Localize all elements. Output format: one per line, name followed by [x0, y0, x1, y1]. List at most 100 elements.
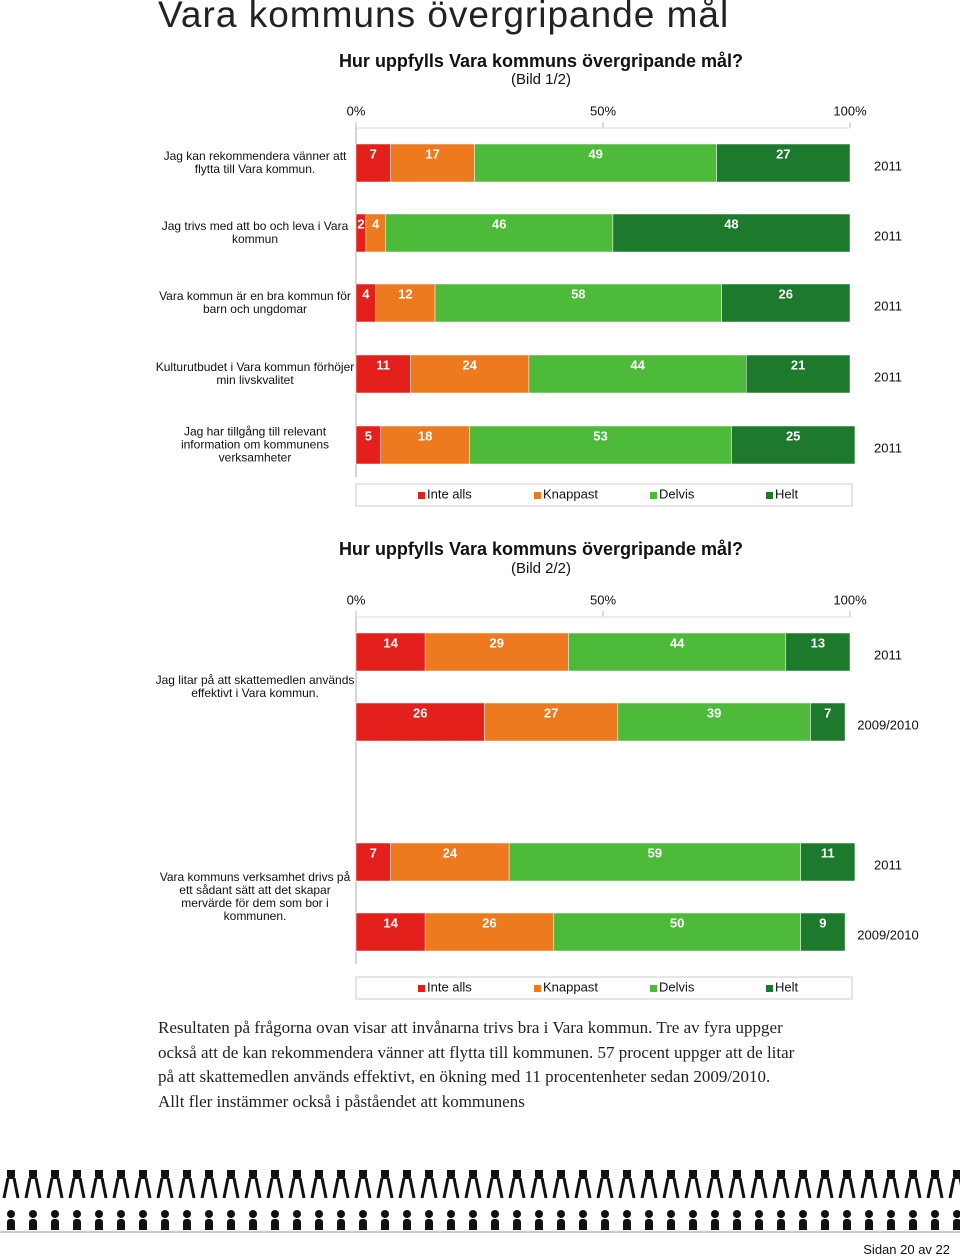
period-label: 2009/2010 [857, 927, 918, 942]
bar-segment [716, 143, 851, 183]
bar-segment [355, 425, 381, 465]
legend-label: Helt [775, 979, 799, 994]
bar-segment [355, 912, 426, 952]
data-label: 21 [791, 357, 805, 372]
period-label: 2011 [874, 857, 902, 872]
data-label: 58 [571, 286, 585, 301]
legend-swatch [650, 492, 657, 499]
period-label: 2011 [874, 158, 902, 173]
x-tick-label: 100% [833, 592, 867, 607]
page-number: Sidan 20 av 22 [863, 1242, 950, 1257]
data-label: 44 [630, 357, 645, 372]
page-title: Vara kommuns övergripande mål [158, 0, 730, 35]
chart-title: Hur uppfylls Vara kommuns övergripande m… [339, 51, 743, 71]
data-label: 39 [707, 705, 721, 720]
data-label: 4 [362, 286, 370, 301]
data-label: 24 [462, 357, 477, 372]
bar-segment [746, 354, 851, 394]
bar-segment [800, 842, 856, 882]
data-label: 7 [370, 146, 377, 161]
x-tick-label: 0% [347, 103, 366, 118]
bar-segment [617, 702, 811, 742]
legend-box [355, 976, 853, 1000]
bar-segment [410, 354, 530, 394]
legend-swatch [534, 492, 541, 499]
legend-swatch [766, 985, 773, 992]
bar-segment [424, 912, 554, 952]
legend-swatch [534, 985, 541, 992]
question-label: Jag kan rekommendera vänner att flytta t… [163, 149, 347, 176]
crowd-illustration [0, 1170, 960, 1230]
question-label: Vara kommun är en bra kommun för barn oc… [159, 289, 351, 316]
bar-segment [375, 283, 436, 323]
period-label: 2011 [874, 647, 902, 662]
bar-segment [568, 632, 787, 672]
bar-segment [424, 632, 569, 672]
data-label: 9 [819, 915, 826, 930]
data-label: 29 [490, 635, 504, 650]
question-label: Kulturutbudet i Vara kommun förhöjer min… [155, 360, 355, 387]
question-label: Jag trivs med att bo och leva i Vara kom… [161, 219, 349, 246]
x-tick-label: 0% [347, 592, 366, 607]
question-label: Jag har tillgång till relevant informati… [180, 424, 330, 465]
bar-segment [810, 702, 846, 742]
bar-segment [469, 425, 732, 465]
data-label: 48 [724, 216, 738, 231]
bar-segment [355, 842, 391, 882]
data-label: 24 [443, 845, 458, 860]
data-label: 4 [372, 216, 380, 231]
data-label: 59 [648, 845, 662, 860]
data-label: 46 [492, 216, 506, 231]
legend-label: Knappast [543, 486, 598, 501]
period-label: 2009/2010 [857, 717, 918, 732]
bar-segment [731, 425, 856, 465]
bar-segment [355, 354, 411, 394]
bar-segment [390, 842, 510, 882]
bar-segment [474, 143, 717, 183]
legend-swatch [418, 492, 425, 499]
bar-segment [385, 213, 614, 253]
period-label: 2011 [874, 369, 902, 384]
period-label: 2011 [874, 440, 902, 455]
chart-subtitle: (Bild 2/2) [511, 560, 571, 577]
data-label: 49 [588, 146, 602, 161]
data-label: 11 [376, 357, 390, 372]
legend-label: Inte alls [427, 486, 472, 501]
chart-title: Hur uppfylls Vara kommuns övergripande m… [339, 539, 743, 559]
x-tick-label: 50% [590, 592, 616, 607]
bar-segment [355, 702, 485, 742]
bar-segment [612, 213, 851, 253]
period-label: 2011 [874, 298, 902, 313]
legend-swatch [650, 985, 657, 992]
bar-segment [355, 143, 391, 183]
bar-segment [785, 632, 851, 672]
legend-label: Knappast [543, 979, 598, 994]
data-label: 2 [357, 216, 364, 231]
data-label: 17 [425, 146, 439, 161]
bar-segment [528, 354, 747, 394]
question-label: Vara kommuns verksamhet drivs på ett såd… [159, 870, 351, 923]
data-label: 26 [482, 915, 496, 930]
x-tick-label: 100% [833, 103, 867, 118]
data-label: 27 [544, 705, 558, 720]
legend-swatch [766, 492, 773, 499]
data-label: 11 [821, 845, 835, 860]
legend-swatch [418, 985, 425, 992]
legend-label: Inte alls [427, 979, 472, 994]
data-label: 13 [811, 635, 825, 650]
bar-segment [355, 632, 426, 672]
chart-subtitle: (Bild 1/2) [511, 71, 571, 88]
period-label: 2011 [874, 228, 902, 243]
data-label: 26 [413, 705, 427, 720]
bar-segment [508, 842, 801, 882]
data-label: 44 [670, 635, 685, 650]
bar-segment [434, 283, 722, 323]
legend-box [355, 483, 853, 507]
data-label: 53 [593, 428, 607, 443]
data-label: 7 [824, 705, 831, 720]
data-label: 27 [776, 146, 790, 161]
legend-label: Delvis [659, 979, 695, 994]
data-label: 18 [418, 428, 432, 443]
